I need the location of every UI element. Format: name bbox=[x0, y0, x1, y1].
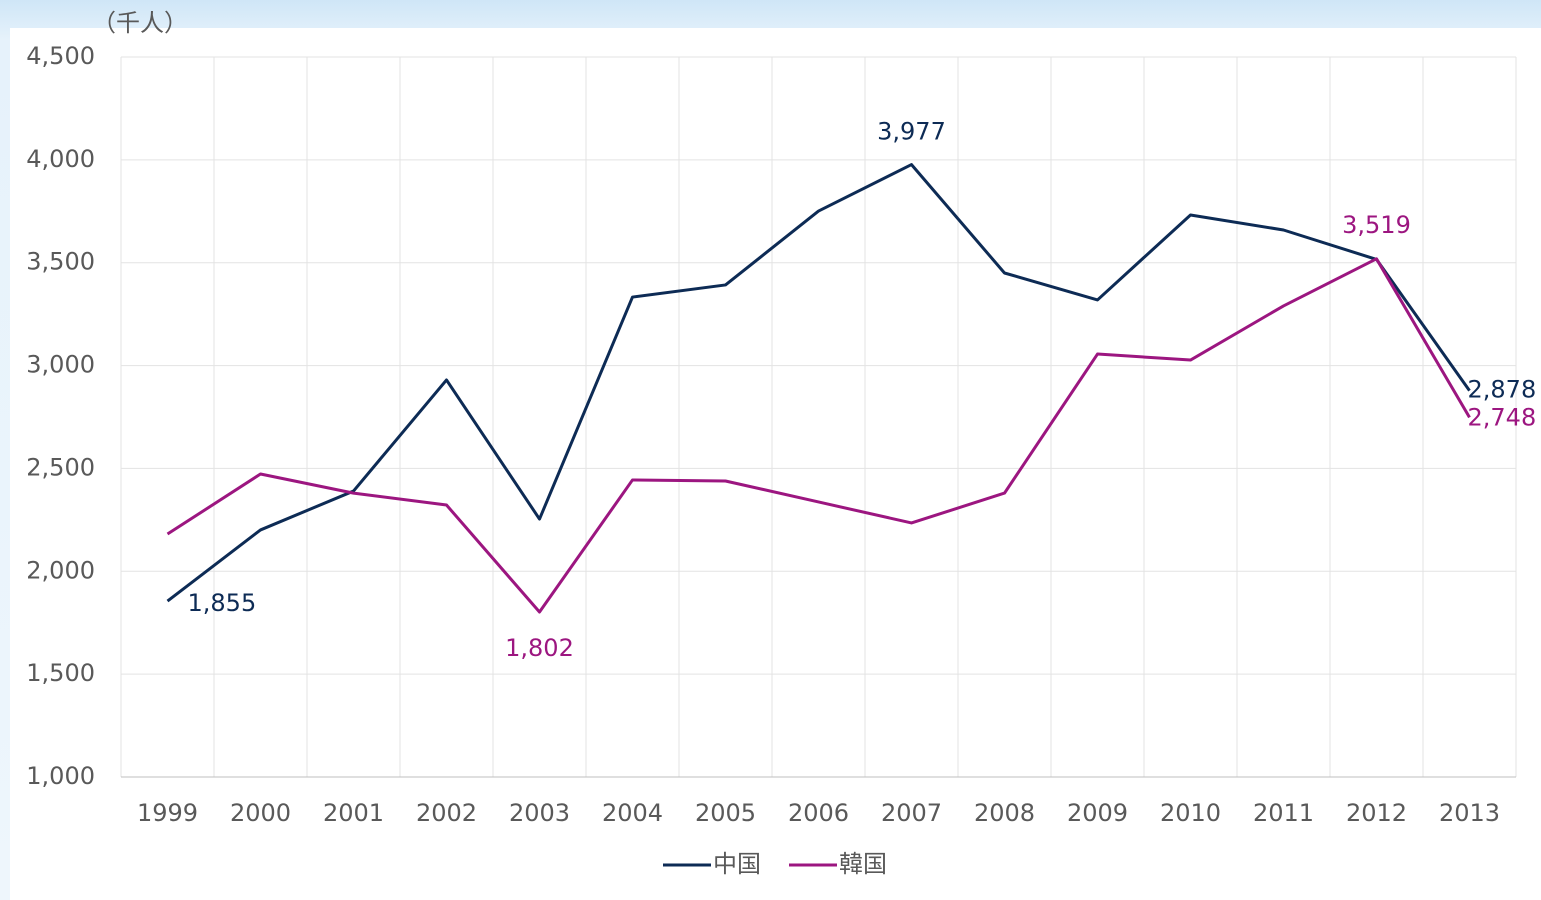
data-label: 3,977 bbox=[877, 118, 946, 146]
data-label: 3,519 bbox=[1342, 211, 1411, 239]
y-tick-label: 3,500 bbox=[26, 248, 95, 276]
x-tick-label: 2012 bbox=[1346, 799, 1407, 827]
y-tick-label: 1,000 bbox=[26, 762, 95, 790]
y-tick-label: 3,000 bbox=[26, 351, 95, 379]
x-tick-label: 2010 bbox=[1160, 799, 1221, 827]
unit-label: （千人） bbox=[92, 9, 188, 37]
y-tick-label: 2,500 bbox=[26, 453, 95, 481]
series-line bbox=[166, 257, 1471, 614]
x-tick-label: 2011 bbox=[1253, 799, 1314, 827]
x-tick-label: 2013 bbox=[1439, 799, 1500, 827]
x-tick-label: 2009 bbox=[1067, 799, 1128, 827]
y-tick-label: 2,000 bbox=[26, 556, 95, 584]
data-label: 2,878 bbox=[1468, 376, 1537, 404]
x-tick-label: 2001 bbox=[323, 799, 384, 827]
y-tick-label: 4,500 bbox=[26, 42, 95, 70]
legend-label: 中国 bbox=[713, 850, 761, 878]
x-tick-label: 2000 bbox=[230, 799, 291, 827]
series-line bbox=[166, 163, 1471, 603]
chart-area bbox=[10, 28, 1541, 900]
data-label: 1,855 bbox=[188, 589, 257, 617]
x-tick-label: 2002 bbox=[416, 799, 477, 827]
legend-label: 韓国 bbox=[839, 850, 887, 878]
x-tick-label: 2004 bbox=[602, 799, 663, 827]
y-tick-label: 1,500 bbox=[26, 659, 95, 687]
x-tick-label: 2005 bbox=[695, 799, 756, 827]
data-label: 1,802 bbox=[505, 634, 574, 662]
x-tick-label: 2008 bbox=[974, 799, 1035, 827]
data-label: 2,748 bbox=[1468, 403, 1537, 431]
y-tick-label: 4,000 bbox=[26, 145, 95, 173]
x-tick-label: 2006 bbox=[788, 799, 849, 827]
x-tick-label: 2007 bbox=[881, 799, 942, 827]
x-tick-label: 2003 bbox=[509, 799, 570, 827]
x-tick-label: 1999 bbox=[137, 799, 198, 827]
